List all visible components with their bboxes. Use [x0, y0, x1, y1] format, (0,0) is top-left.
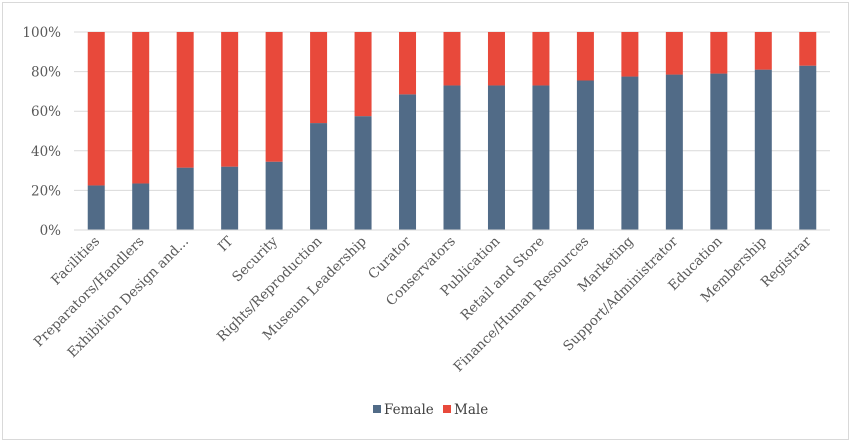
bar-male	[576, 32, 594, 81]
bar-male	[799, 32, 817, 66]
bar-male	[621, 32, 639, 77]
bar-male	[310, 32, 328, 124]
bar-female	[710, 73, 728, 230]
bar-female	[132, 183, 150, 230]
bar-male	[399, 32, 417, 95]
bar-male	[754, 32, 772, 70]
y-tick-label: 60%	[31, 104, 61, 120]
bar-female	[443, 85, 461, 231]
bar-female	[221, 166, 239, 230]
bar-female	[354, 116, 372, 230]
bar-male	[487, 32, 505, 86]
bar-female	[621, 76, 639, 230]
bar-male	[265, 32, 283, 162]
y-tick-label: 0%	[40, 223, 62, 239]
bar-female	[87, 185, 105, 230]
bar-female	[665, 74, 683, 230]
bar-male	[665, 32, 683, 75]
x-axis: FacilitiesPreparators/HandlersExhibition…	[31, 229, 830, 375]
bar-female	[532, 85, 550, 231]
bar-male	[532, 32, 550, 86]
bar-female	[310, 123, 328, 230]
y-tick-label: 80%	[31, 65, 61, 81]
legend-swatch-female	[373, 405, 381, 413]
x-category-label: IT	[215, 234, 236, 255]
bar-female	[576, 80, 594, 230]
bar-male	[443, 32, 461, 86]
bar-female	[487, 85, 505, 231]
legend-label-male: Male	[454, 402, 488, 418]
bar-male	[87, 32, 105, 186]
bar-female	[754, 69, 772, 231]
legend: Female Male	[373, 402, 488, 418]
x-category-label: Retail and Store	[458, 234, 548, 324]
bar-male	[176, 32, 194, 168]
legend-swatch-male	[443, 405, 451, 413]
bars	[87, 32, 817, 231]
bar-male	[710, 32, 728, 74]
bar-female	[799, 65, 817, 230]
bar-male	[221, 32, 239, 167]
legend-label-female: Female	[384, 402, 434, 418]
y-tick-label: 40%	[31, 144, 61, 160]
y-tick-label: 20%	[31, 183, 61, 199]
bar-female	[176, 167, 194, 230]
y-axis: 0% 20% 40% 60% 80% 100%	[22, 25, 61, 239]
bar-male	[132, 32, 150, 184]
bar-female	[399, 94, 417, 231]
bar-male	[354, 32, 372, 117]
bar-female	[265, 161, 283, 230]
y-tick-label: 100%	[22, 25, 61, 41]
